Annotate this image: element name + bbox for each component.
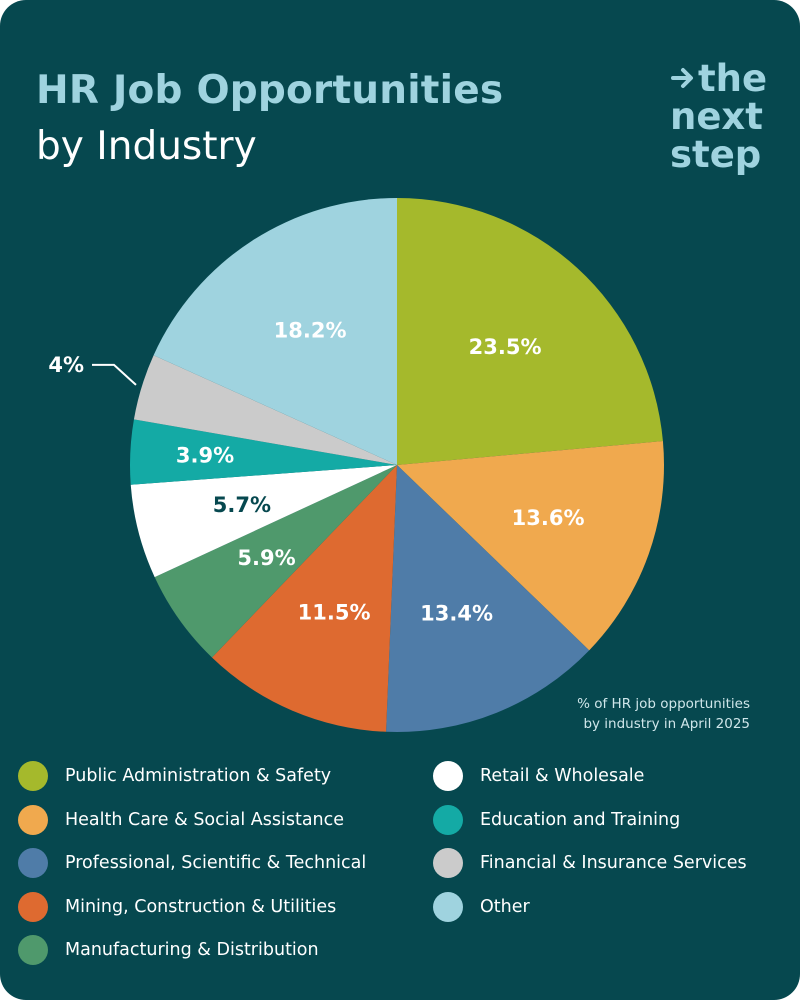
pie-chart: 23.5% 13.6% 13.4% 11.5% 5.9% 5.7% 3.9% 4% 18.2% (48, 198, 664, 733)
pie-slice-8 (153, 198, 397, 465)
arrow-right-icon (671, 67, 693, 88)
pie-slice-5 (130, 465, 398, 578)
legend-item-8: Other (433, 891, 530, 922)
legend-item-7: Financial & Insurance Services (433, 848, 747, 878)
legend-item-1: Health Care & Social Assistance (18, 804, 345, 835)
logo-line-3: step (670, 133, 762, 176)
slice-label-6: 3.9% (176, 444, 234, 468)
slice-label-4: 5.9% (237, 546, 295, 570)
chart-note-line-2: by industry in April 2025 (583, 716, 750, 732)
legend-label-4: Manufacturing & Distribution (65, 940, 319, 960)
pie-slice-6 (129, 419, 397, 485)
legend-label-1: Health Care & Social Assistance (65, 809, 345, 830)
legend-label-8: Other (480, 896, 530, 917)
brand-logo: the next step (670, 60, 780, 174)
legend-item-4: Manufacturing & Distribution (18, 935, 319, 965)
legend-item-0: Public Administration & Safety (18, 761, 331, 791)
legend-swatch-3 (18, 891, 48, 922)
page-subtitle: by Industry (36, 124, 257, 169)
legend-label-5: Retail & Wholesale (480, 766, 645, 786)
legend-item-2: Professional, Scientific & Technical (18, 848, 366, 878)
logo-line-1: the (670, 60, 780, 98)
slice-label-5: 5.7% (213, 493, 271, 517)
slice-label-2: 13.4% (420, 602, 493, 626)
legend-item-3: Mining, Construction & Utilities (18, 891, 337, 922)
legend-item-5: Retail & Wholesale (433, 761, 644, 791)
pie-slice-0 (397, 198, 663, 465)
slice-label-8: 18.2% (274, 318, 347, 342)
legend-label-2: Professional, Scientific & Technical (65, 853, 367, 873)
leader-line-7 (92, 363, 137, 386)
page-title: HR Job Opportunities (36, 68, 504, 113)
slice-label-0: 23.5% (469, 335, 542, 359)
slice-label-1: 13.6% (512, 506, 585, 530)
legend-swatch-0 (18, 761, 48, 791)
legend-swatch-6 (433, 804, 463, 835)
pie-slice-1 (397, 441, 664, 651)
legend-swatch-8 (433, 891, 463, 922)
legend-label-3: Mining, Construction & Utilities (65, 896, 337, 917)
legend-swatch-2 (18, 848, 48, 878)
pie-slice-4 (154, 465, 397, 658)
legend-item-6: Education and Training (433, 804, 681, 835)
legend-label-6: Education and Training (480, 809, 681, 830)
slice-label-7: 4% (48, 353, 84, 377)
legend-swatch-4 (18, 935, 48, 965)
pie-slice-2 (386, 465, 590, 733)
legend-swatch-1 (18, 804, 48, 835)
pie-slice-3 (211, 465, 397, 732)
chart-note-line-1: % of HR job opportunities (577, 696, 750, 712)
slice-label-3: 11.5% (298, 600, 371, 624)
pie-slice-7 (133, 355, 397, 465)
legend-label-7: Financial & Insurance Services (480, 853, 747, 873)
legend-label-0: Public Administration & Safety (65, 766, 332, 786)
legend-swatch-5 (433, 761, 463, 791)
legend-swatch-7 (433, 848, 463, 878)
chart-note: % of HR job opportunities by industry in… (540, 694, 750, 734)
logo-line-2: next (670, 95, 763, 138)
